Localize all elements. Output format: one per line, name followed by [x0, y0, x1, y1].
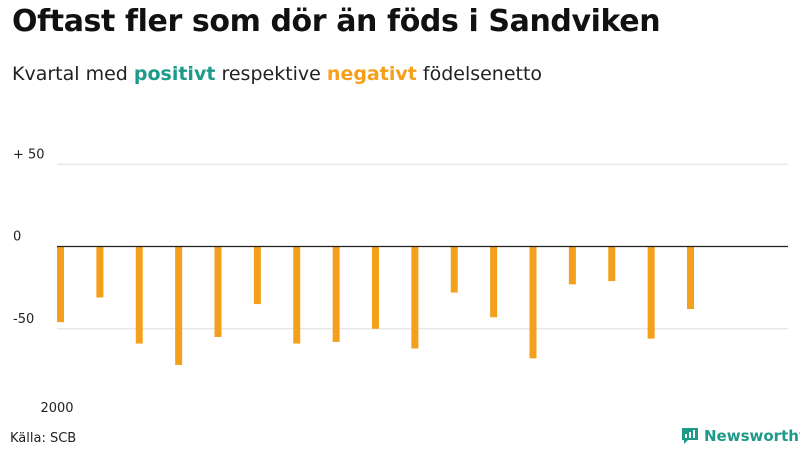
- bar-negative: [372, 246, 379, 329]
- bar-negative: [687, 246, 694, 310]
- subtitle-negative: negativt: [326, 63, 417, 85]
- bar-negative: [214, 246, 222, 337]
- subtitle-middle: respektive: [221, 63, 321, 85]
- bar-negative: [253, 246, 261, 305]
- bar-negative: [608, 246, 616, 282]
- bar-negative: [293, 246, 301, 344]
- y-tick-label: -50: [13, 312, 34, 327]
- bar-negative: [96, 246, 104, 298]
- brand-logo: Newsworthy: [680, 426, 800, 446]
- chart-title: Oftast fler som dör än föds i Sandviken: [12, 4, 661, 39]
- bar-negative: [490, 246, 498, 318]
- bar-negative: [529, 246, 537, 359]
- bar-negative: [332, 246, 340, 342]
- subtitle-suffix: födelsenetto: [422, 63, 543, 85]
- y-tick-label: + 50: [13, 147, 45, 162]
- newsworthy-logo-icon: [682, 428, 698, 444]
- bar-negative: [450, 246, 458, 293]
- bar-negative: [568, 246, 576, 285]
- bar-negative: [175, 246, 183, 365]
- x-tick-label: 2000: [40, 401, 73, 416]
- subtitle-prefix: Kvartal med: [12, 63, 128, 85]
- bar-negative: [57, 246, 64, 323]
- source-note: Källa: SCB: [10, 431, 77, 446]
- bar-negative: [411, 246, 419, 349]
- subtitle-positive: positivt: [133, 63, 216, 85]
- bar-negative: [135, 246, 143, 344]
- y-tick-label: 0: [13, 230, 21, 245]
- brand-name: Newsworthy: [704, 427, 800, 445]
- bar-negative: [647, 246, 655, 339]
- chart-subtitle: Kvartal med positivt respektive negativt…: [12, 63, 542, 85]
